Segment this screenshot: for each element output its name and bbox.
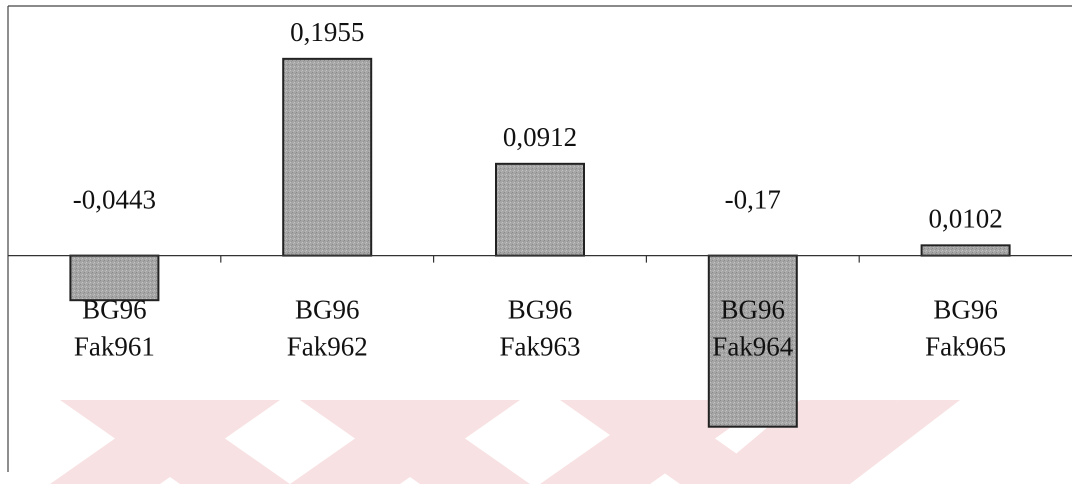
value-label-5: 0,0102 [928,203,1002,233]
bar-2 [282,57,373,257]
category-axis [8,255,1072,263]
bar-3 [495,162,585,257]
category-label-5: BG96 Fak965 [925,295,1006,362]
bars-group [69,57,1011,428]
watermark-chevron-4 [560,400,780,484]
watermark-chevrons [50,400,960,484]
category-label-1: BG96 Fak961 [74,295,155,362]
watermark-chevron-1 [50,400,280,484]
category-labels: BG96 Fak961 BG96 Fak962 BG96 Fak963 BG96 Fak964… [74,295,1006,362]
watermark-chevron-6 [700,400,900,484]
category-label-3: BG96 Fak963 [500,295,581,362]
value-label-3: 0,0912 [503,122,577,152]
watermark-chevron-7 [790,400,960,484]
value-label-1: -0,0443 [73,185,156,215]
value-label-2: 0,1955 [290,17,364,47]
plot-frame [7,5,1072,472]
category-label-2: BG96 Fak962 [287,295,368,362]
watermark-chevron-0 [60,400,290,484]
value-labels: -0,0443 0,1955 0,0912 -0,17 0,0102 [73,17,1003,234]
value-label-4: -0,17 [725,185,781,215]
bar-5 [920,244,1011,257]
watermark-chevron-3 [290,400,520,484]
watermark-chevron-2 [300,400,530,484]
bar-1 [69,254,160,302]
category-label-4: BG96 Fak964 [712,295,794,362]
